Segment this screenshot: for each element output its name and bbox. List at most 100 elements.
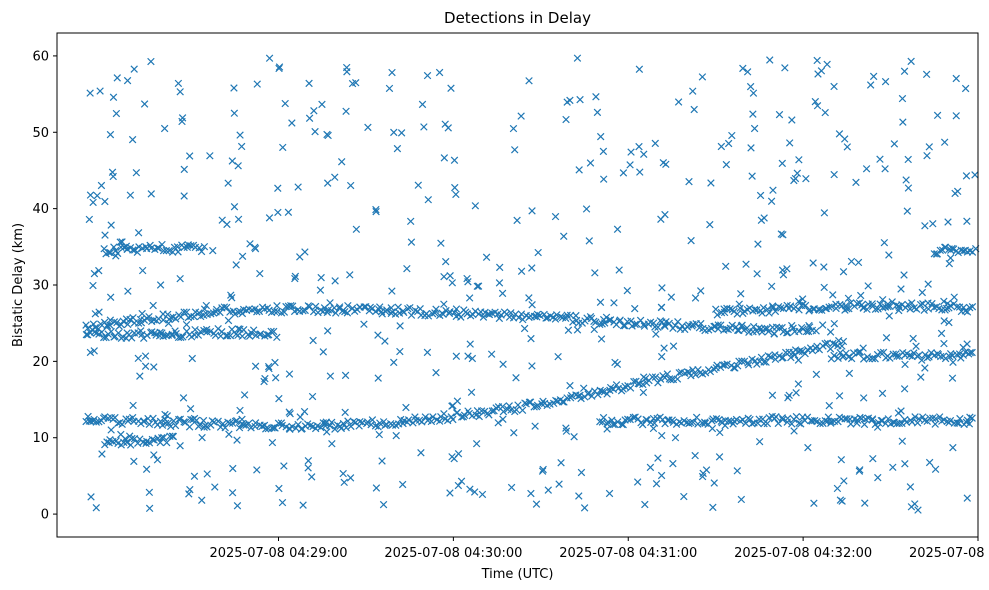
data-point bbox=[639, 373, 648, 381]
data-point bbox=[605, 489, 614, 498]
data-point bbox=[532, 500, 541, 508]
data-point bbox=[175, 415, 183, 424]
data-point bbox=[418, 418, 426, 426]
data-point bbox=[337, 158, 346, 166]
data-point bbox=[640, 322, 649, 330]
data-point bbox=[417, 449, 425, 457]
data-point bbox=[748, 172, 756, 180]
data-point bbox=[236, 406, 244, 415]
data-point bbox=[556, 312, 565, 321]
data-point bbox=[640, 150, 648, 158]
data-point bbox=[963, 217, 971, 225]
data-point bbox=[950, 293, 958, 301]
data-point bbox=[240, 421, 248, 429]
data-point bbox=[528, 301, 536, 309]
data-point bbox=[946, 416, 955, 425]
data-point bbox=[397, 129, 406, 137]
data-point bbox=[941, 243, 950, 251]
data-point bbox=[795, 327, 803, 336]
data-point bbox=[961, 307, 970, 315]
data-point bbox=[956, 414, 964, 423]
data-point bbox=[802, 327, 811, 336]
data-point bbox=[932, 414, 940, 423]
data-point bbox=[187, 241, 195, 250]
data-point bbox=[906, 483, 915, 491]
data-point bbox=[671, 433, 680, 442]
data-point bbox=[134, 229, 143, 237]
data-point bbox=[898, 437, 907, 445]
data-point bbox=[874, 473, 882, 482]
data-point bbox=[760, 419, 768, 428]
data-point bbox=[613, 360, 622, 368]
data-point bbox=[599, 147, 608, 156]
data-point bbox=[610, 299, 618, 307]
data-point bbox=[232, 261, 240, 269]
data-point bbox=[732, 415, 741, 424]
data-point bbox=[763, 305, 772, 313]
data-point bbox=[871, 355, 879, 363]
data-point bbox=[258, 422, 266, 430]
data-point bbox=[598, 418, 607, 426]
x-axis-label: Time (UTC) bbox=[481, 567, 554, 582]
data-point bbox=[940, 138, 949, 146]
data-point bbox=[775, 110, 784, 119]
data-point bbox=[498, 289, 507, 298]
data-point bbox=[873, 423, 882, 431]
data-point bbox=[940, 317, 948, 325]
data-point bbox=[531, 422, 539, 430]
data-point bbox=[145, 312, 153, 321]
data-point bbox=[649, 424, 658, 433]
data-point bbox=[615, 266, 623, 274]
data-point bbox=[869, 72, 878, 81]
data-point bbox=[949, 443, 957, 452]
data-point bbox=[159, 316, 168, 324]
data-point bbox=[855, 467, 864, 475]
data-point bbox=[908, 299, 916, 307]
data-point bbox=[917, 373, 925, 381]
data-point bbox=[859, 303, 868, 312]
data-point bbox=[774, 302, 783, 311]
data-point bbox=[881, 165, 889, 173]
data-point bbox=[404, 304, 412, 313]
data-point bbox=[735, 300, 743, 308]
data-point bbox=[147, 190, 155, 198]
data-point bbox=[914, 506, 922, 514]
data-point bbox=[176, 88, 184, 96]
data-point bbox=[473, 282, 482, 291]
data-point bbox=[961, 84, 970, 93]
data-point bbox=[619, 169, 628, 177]
data-point bbox=[685, 177, 693, 186]
data-point bbox=[901, 360, 909, 369]
x-axis: 2025-07-08 04:29:00 2025-07-08 04:30:00 20… bbox=[209, 537, 989, 561]
data-point bbox=[285, 370, 294, 378]
data-point bbox=[223, 332, 232, 340]
data-point bbox=[197, 247, 206, 256]
data-point bbox=[150, 436, 158, 444]
data-point bbox=[112, 252, 120, 260]
data-point bbox=[274, 184, 282, 192]
data-point bbox=[284, 208, 293, 216]
data-point bbox=[657, 303, 666, 312]
data-point bbox=[890, 140, 899, 148]
data-point bbox=[234, 308, 242, 316]
data-point bbox=[360, 303, 368, 311]
data-point bbox=[86, 348, 95, 357]
data-point bbox=[651, 323, 659, 331]
data-point bbox=[885, 312, 894, 320]
data-point bbox=[116, 238, 124, 246]
data-point bbox=[90, 269, 99, 278]
data-point bbox=[342, 107, 350, 116]
data-point bbox=[515, 313, 523, 322]
data-point bbox=[813, 101, 822, 110]
data-point bbox=[346, 181, 355, 190]
data-point bbox=[316, 286, 325, 294]
data-point bbox=[945, 259, 954, 268]
data-point bbox=[505, 402, 513, 410]
data-point bbox=[517, 310, 526, 318]
data-point bbox=[244, 419, 253, 428]
data-point bbox=[539, 465, 547, 474]
y-axis: 0 10 20 30 40 50 60 bbox=[32, 49, 57, 523]
data-point bbox=[757, 325, 766, 333]
data-point bbox=[432, 368, 440, 377]
data-point bbox=[820, 209, 829, 217]
